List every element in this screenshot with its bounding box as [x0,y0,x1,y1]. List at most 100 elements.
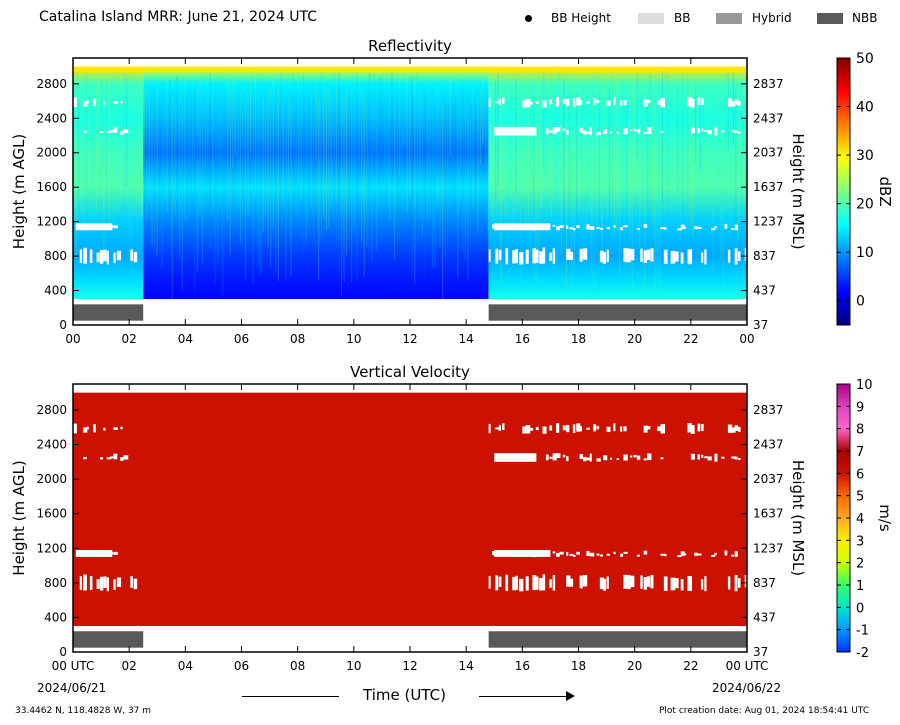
date-start-label: 2024/06/21 [37,681,107,695]
heatmap-field [73,392,747,652]
colorbar-tick-label: 4 [856,512,864,527]
y-tick-label: 1600 [36,180,67,194]
x-tick-label: 20 [627,332,642,346]
y-tick-label: 2000 [36,146,67,160]
x-tick-label: 18 [571,332,586,346]
x-tick-label: 16 [515,332,530,346]
y-tick-label: 800 [44,249,67,263]
colorbar-tick-label: 40 [856,100,874,116]
missing-data-block [494,126,537,136]
field-fill [73,392,747,627]
x-tick-label: 18 [571,659,586,673]
bb-height-marker [525,15,532,22]
page-title: Catalina Island MRR: June 21, 2024 UTC [39,9,317,25]
y-tick-label: 2400 [36,438,67,452]
x-tick-label: 06 [234,332,249,346]
colorbar-tick-label: 5 [856,490,864,505]
x-tick-label: 04 [178,659,193,673]
missing-data-block [494,223,551,231]
nbb-band [488,631,747,648]
creation-date-text: Plot creation date: Aug 01, 2024 18:54:4… [659,706,870,716]
missing-data-block [75,549,113,557]
panel-title: Vertical Velocity [350,363,470,381]
colorbar-label: dBZ [876,176,894,206]
legend-label-bb-height: BB Height [551,11,611,25]
y-axis-label: Height (m AGL) [10,134,28,249]
nbb-band [73,304,144,321]
colorbar-scale [836,57,851,326]
colorbar-tick-label: 20 [856,197,874,213]
panel-title: Reflectivity [368,37,452,55]
x-tick-label: 08 [290,659,305,673]
missing-data-block [494,549,551,557]
colorbar-tick-label: 10 [856,245,874,261]
x-axis-title: Time (UTC) [363,686,446,704]
y-tick-label: 2400 [36,111,67,125]
colorbar-tick-label: 0 [856,601,864,616]
y-tick-label: 1200 [36,215,67,229]
x-tick-label: 10 [346,659,361,673]
x-tick-label: 04 [178,332,193,346]
date-end-label: 2024/06/22 [712,681,782,695]
y-tick-label: 400 [44,284,67,298]
y-tick-label-right: 1237 [753,215,784,229]
y-tick-label-right: 37 [753,645,768,659]
hybrid-swatch [716,13,742,24]
y-tick-label: 1200 [36,541,67,555]
x-tick-label: 00 [739,332,754,346]
y-tick-label: 2800 [36,77,67,91]
arrow-line-left [242,696,339,697]
x-tick-label: 00 UTC [52,659,95,673]
nbb-band [73,631,144,648]
bb-swatch [638,13,664,24]
x-tick-label: 12 [402,659,417,673]
x-tick-label: 08 [290,332,305,346]
nbb-swatch [817,13,843,24]
y-tick-label-right: 837 [753,249,776,263]
x-tick-label: 10 [346,332,361,346]
colorbar-tick-label: 8 [856,423,864,438]
x-tick-label: 22 [683,659,698,673]
y-tick-label-right: 2437 [753,111,784,125]
location-text: 33.4462 N, 118.4828 W, 37 m [15,706,152,716]
y-tick-label-right: 2437 [753,438,784,452]
y-tick-label-right: 2037 [753,472,784,486]
colorbar-tick-label: 6 [856,467,864,482]
y-tick-label-right: 437 [753,284,776,298]
y-tick-label: 0 [59,318,67,332]
y-tick-label-right: 837 [753,576,776,590]
y-tick-label-right: 2837 [753,77,784,91]
legend-label-bb: BB [674,11,691,25]
x-tick-label: 14 [459,332,474,346]
colorbar-tick-label: 1 [856,579,864,594]
colorbar-tick-label: 7 [856,445,864,460]
colorbar-tick-label: 0 [856,294,865,310]
arrow-line-right [479,696,570,697]
y-tick-label: 2800 [36,403,67,417]
y-tick-label: 400 [44,610,67,624]
y-tick-label-right: 1637 [753,507,784,521]
x-tick-label: 02 [122,659,137,673]
y-tick-label: 1600 [36,507,67,521]
x-tick-label: 02 [122,332,137,346]
colorbar: -2 -1 0 1 2 3 4 5 6 7 8 9 10 m/s [836,378,894,661]
x-tick-label: 12 [402,332,417,346]
heatmap-field [73,66,747,325]
y-tick-label-right: 1637 [753,180,784,194]
arrow-right-icon [566,691,575,701]
y-tick-label: 0 [59,645,67,659]
x-tick-label: 20 [627,659,642,673]
colorbar-tick-label: -1 [856,624,869,639]
colorbar-tick-label: -2 [856,646,869,661]
y-tick-label: 800 [44,576,67,590]
x-tick-label: 06 [234,659,249,673]
missing-data-block [494,453,537,462]
legend-label-hybrid: Hybrid [752,11,792,25]
y-tick-label: 2000 [36,472,67,486]
missing-data-block [75,223,113,231]
field-segment [488,66,747,300]
y-axis-label-right: Height (m MSL) [789,460,807,576]
